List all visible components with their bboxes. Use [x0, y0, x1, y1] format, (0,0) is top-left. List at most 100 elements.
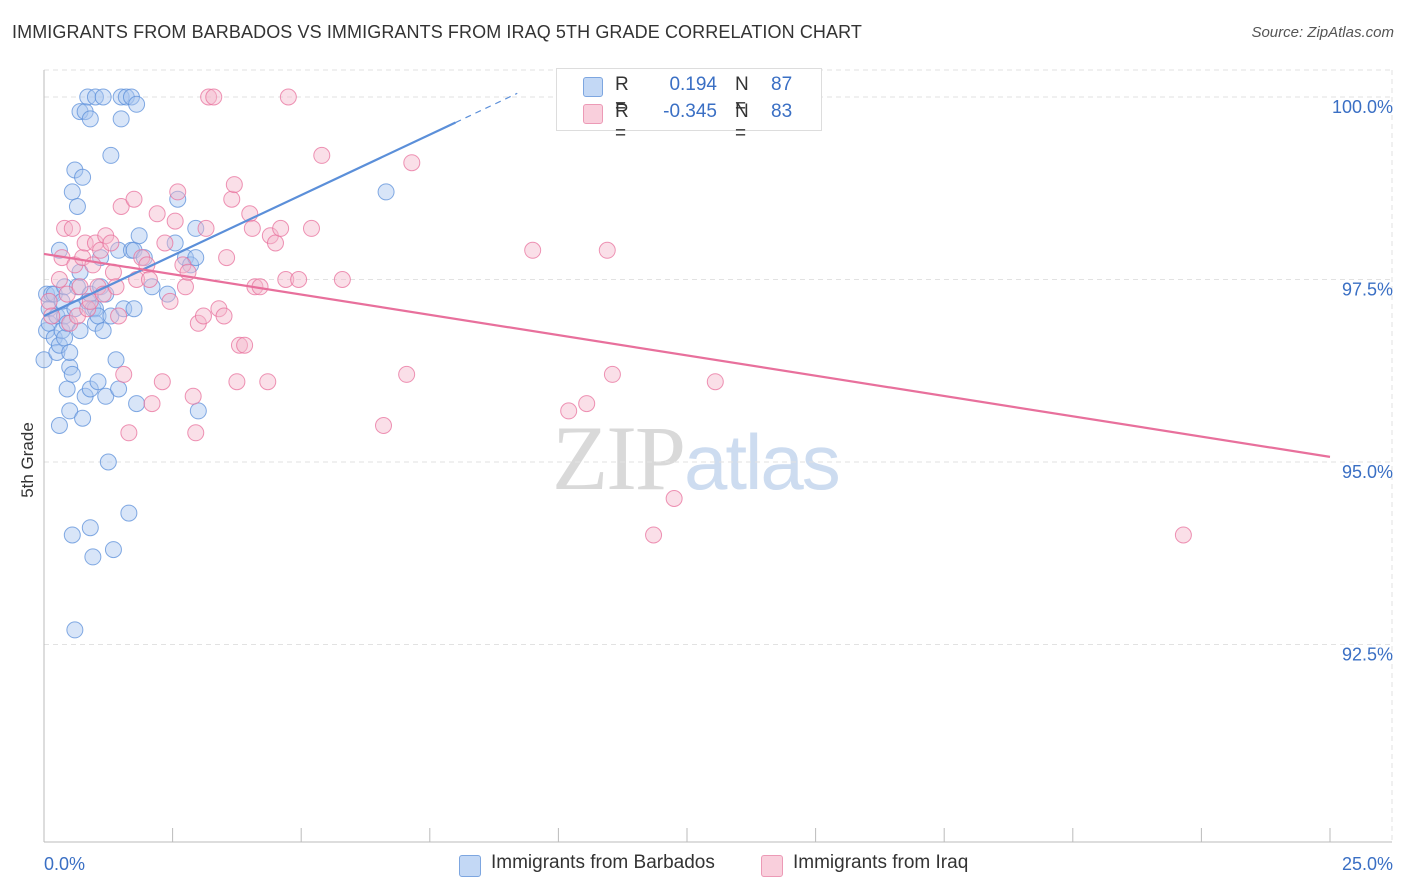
point-iraq — [169, 183, 187, 201]
point-iraq — [40, 292, 58, 310]
point-barbados — [94, 88, 112, 106]
point-barbados — [63, 183, 81, 201]
stats-r-value: -0.345 — [663, 101, 717, 122]
point-iraq — [243, 219, 261, 237]
y-tick-label: 100.0% — [1332, 97, 1393, 117]
point-iraq — [161, 292, 179, 310]
point-iraq — [148, 205, 166, 223]
point-barbados — [56, 329, 74, 347]
point-barbados — [104, 541, 122, 559]
axes — [43, 70, 1392, 843]
tick-labels: 92.5% 95.0% 97.5% 100.0% 0.0% 25.0% — [44, 97, 1393, 874]
watermark: ZIPatlas — [552, 405, 841, 511]
point-iraq — [645, 526, 663, 544]
point-iraq — [197, 219, 215, 237]
point-iraq — [63, 219, 81, 237]
point-barbados — [74, 409, 92, 427]
point-iraq — [375, 417, 393, 434]
point-barbados — [35, 351, 53, 369]
point-iraq — [176, 278, 194, 296]
point-barbados — [81, 110, 99, 128]
point-iraq — [259, 373, 277, 391]
point-barbados — [112, 110, 130, 128]
legend-swatch-barbados — [459, 855, 481, 877]
point-iraq — [603, 365, 621, 383]
point-barbados — [128, 95, 146, 113]
source-label: Source: ZipAtlas.com — [1251, 24, 1394, 41]
watermark-zip: ZIP — [552, 407, 686, 509]
point-barbados — [61, 402, 79, 420]
point-iraq — [598, 241, 616, 259]
legend-label-iraq: Immigrants from Iraq — [793, 852, 969, 873]
point-iraq — [1174, 526, 1192, 544]
point-iraq — [272, 219, 290, 237]
point-iraq — [84, 256, 102, 274]
point-barbados — [84, 548, 102, 566]
point-iraq — [76, 234, 94, 252]
point-iraq — [120, 424, 138, 442]
point-iraq — [200, 88, 218, 106]
stats-r-label: R = — [615, 101, 629, 144]
point-iraq — [156, 234, 174, 252]
y-tick-label: 97.5% — [1342, 280, 1393, 300]
point-iraq — [398, 365, 416, 383]
point-iraq — [112, 198, 130, 215]
point-iraq — [110, 307, 128, 325]
trend-lines — [43, 92, 1331, 458]
y-tick-label: 95.0% — [1342, 462, 1393, 482]
point-iraq — [228, 373, 246, 391]
stats-n-label: N = — [735, 101, 749, 144]
point-iraq — [266, 234, 284, 252]
stats-swatch-barbados — [583, 77, 603, 97]
point-barbados — [130, 227, 148, 245]
point-iraq — [143, 395, 161, 413]
point-iraq — [71, 278, 89, 296]
point-iraq — [43, 307, 61, 325]
point-iraq — [403, 154, 421, 172]
stats-r-value: 0.194 — [669, 74, 717, 95]
point-barbados — [97, 387, 115, 405]
point-barbados — [377, 183, 395, 201]
y-tick-label: 92.5% — [1342, 645, 1393, 665]
point-iraq — [230, 336, 248, 354]
point-barbados — [189, 402, 207, 420]
point-iraq — [706, 373, 724, 391]
point-iraq — [115, 365, 133, 383]
legend-swatch-iraq — [761, 855, 783, 877]
point-iraq — [205, 88, 223, 106]
point-barbados — [107, 351, 125, 369]
point-iraq — [184, 387, 202, 405]
point-iraq — [302, 219, 320, 237]
point-barbados — [102, 146, 120, 164]
point-iraq — [333, 271, 351, 288]
trend-line-barbados-extension — [455, 92, 518, 124]
stats-n-value: 83 — [771, 101, 793, 122]
point-barbados — [110, 380, 128, 398]
point-iraq — [194, 307, 212, 325]
point-barbados — [58, 380, 76, 398]
point-barbados — [50, 417, 68, 434]
point-iraq — [225, 176, 243, 194]
point-barbados — [61, 344, 79, 361]
stats-n-label: N = — [735, 74, 749, 117]
point-barbados — [66, 621, 84, 639]
data-points — [35, 88, 1192, 639]
gridlines — [44, 69, 1393, 842]
point-barbados — [94, 322, 112, 340]
point-barbados — [63, 365, 81, 383]
point-iraq — [166, 212, 184, 230]
point-barbados — [120, 504, 138, 522]
trend-line-barbados — [43, 121, 456, 317]
point-barbados — [125, 300, 143, 318]
point-iraq — [560, 402, 578, 420]
point-iraq — [125, 190, 143, 208]
point-iraq — [102, 234, 120, 252]
point-iraq — [236, 336, 254, 354]
point-barbados — [112, 88, 130, 106]
point-iraq — [578, 395, 596, 413]
point-iraq — [665, 490, 683, 507]
point-iraq — [153, 373, 171, 391]
point-iraq — [50, 271, 68, 288]
point-iraq — [277, 271, 295, 288]
